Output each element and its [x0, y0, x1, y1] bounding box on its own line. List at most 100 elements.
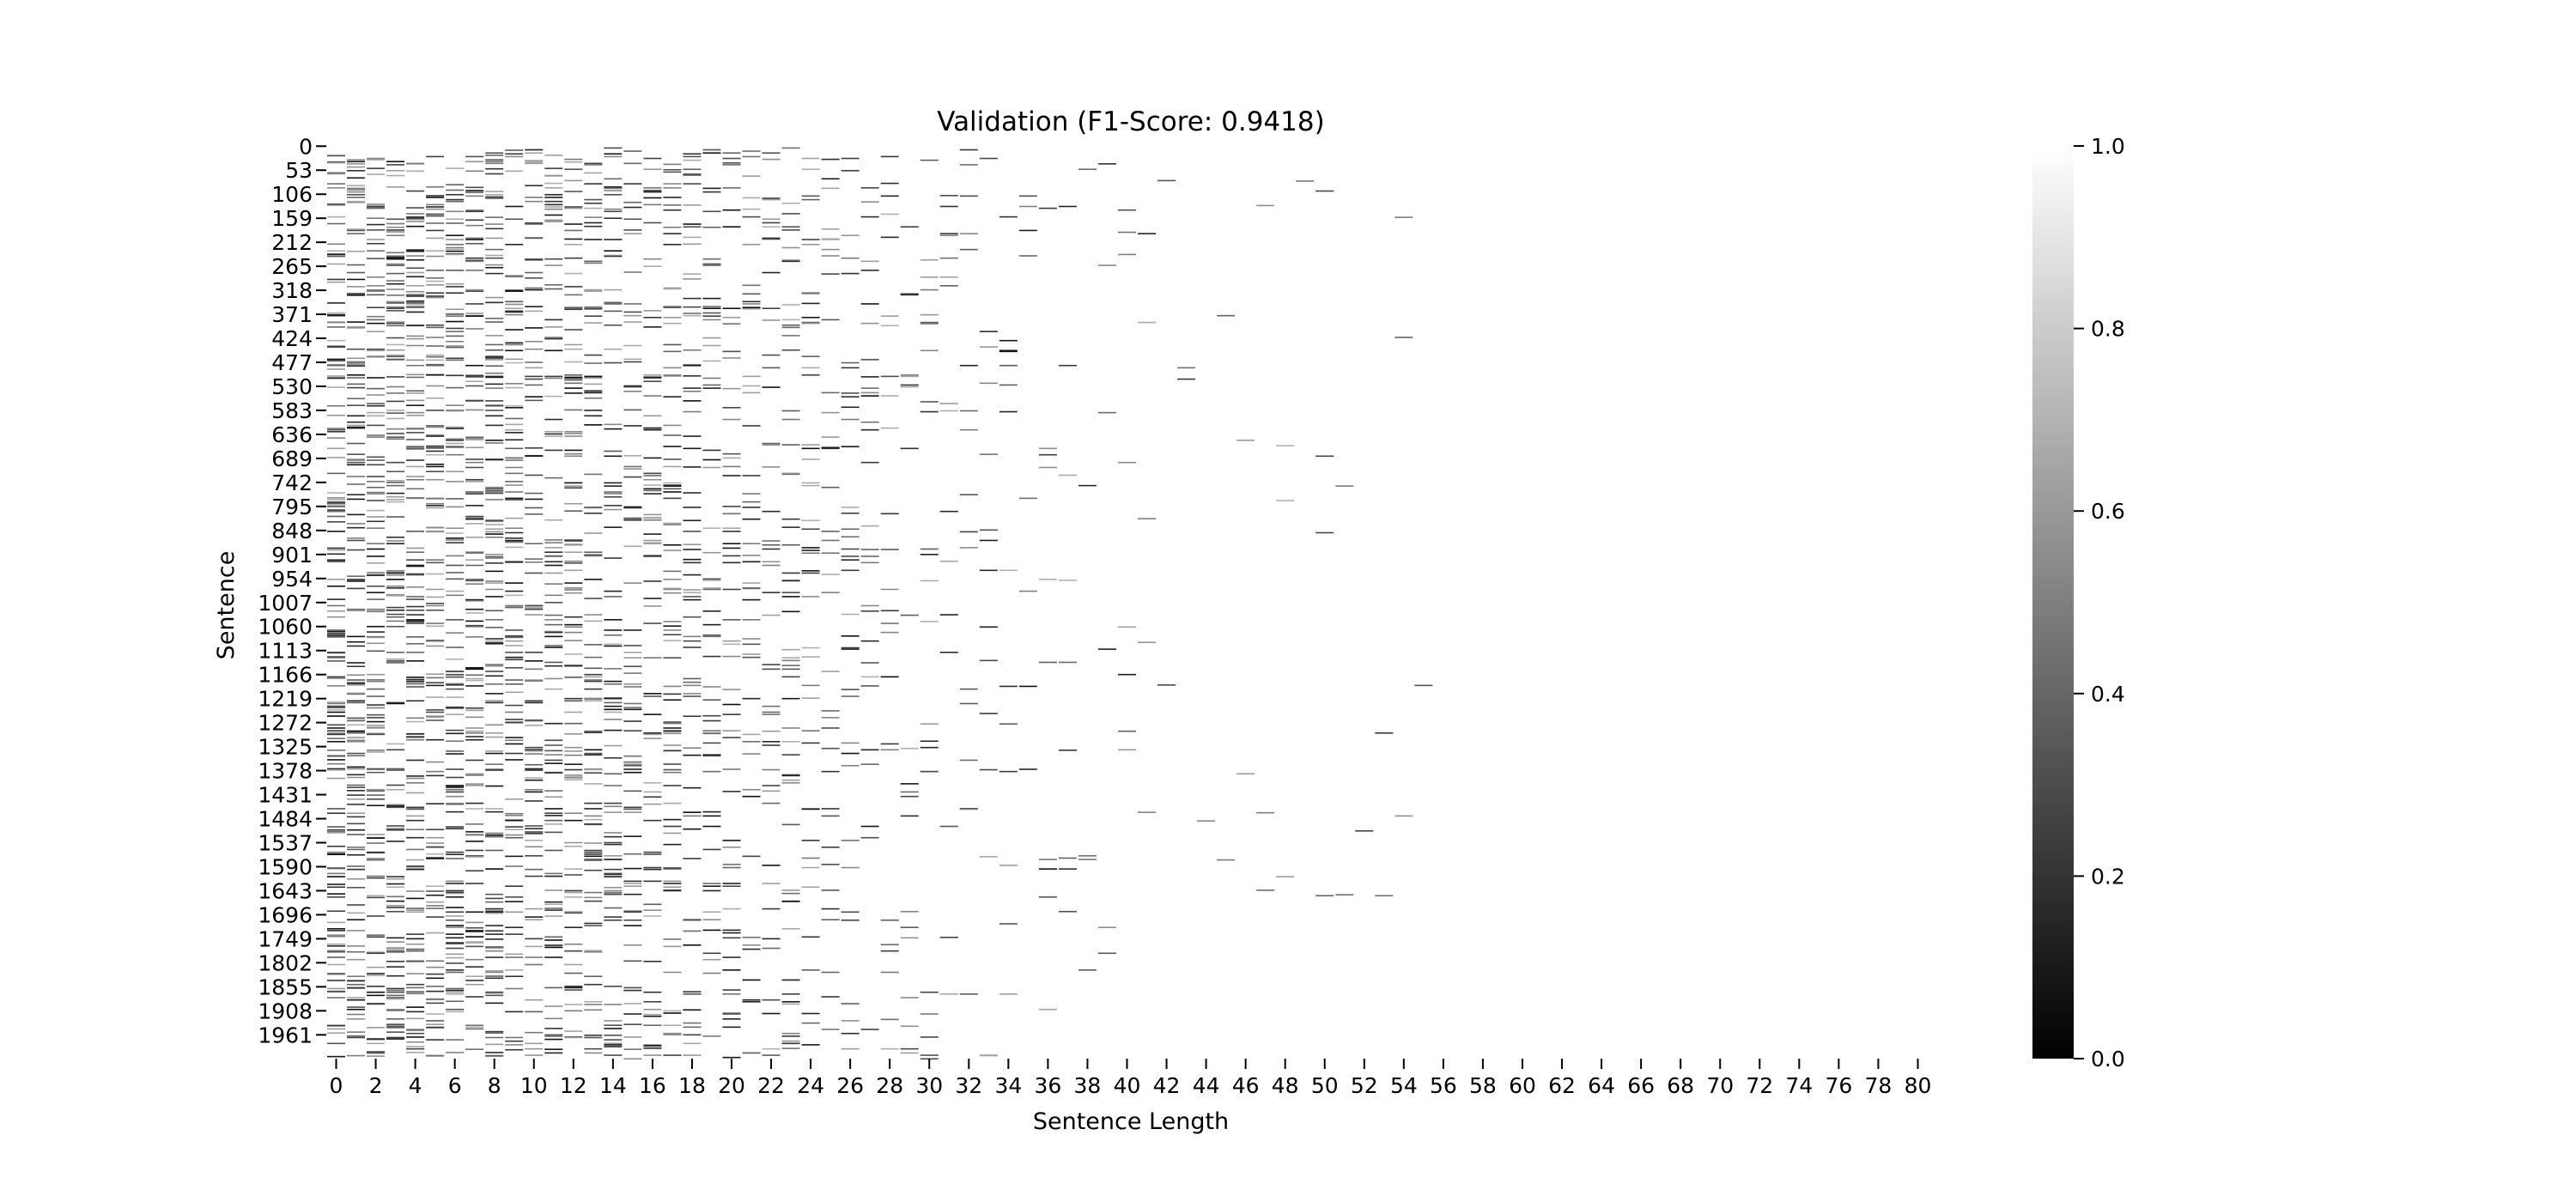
heatmap-cell — [386, 222, 405, 225]
heatmap-cell — [327, 927, 346, 930]
heatmap-cell — [327, 559, 346, 562]
heatmap-cell — [860, 555, 879, 557]
heatmap-cell — [564, 1004, 583, 1005]
heatmap-cell — [544, 915, 563, 917]
heatmap-cell — [604, 811, 623, 813]
heatmap-cell — [860, 201, 879, 203]
heatmap-cell — [485, 248, 504, 251]
heatmap-cell — [347, 424, 366, 427]
heatmap-cell — [564, 329, 583, 331]
heatmap-cell — [623, 835, 642, 837]
heatmap-cell — [367, 842, 386, 844]
heatmap-cell — [564, 868, 583, 870]
heatmap-cell — [386, 876, 405, 877]
heatmap-cell — [722, 475, 741, 477]
heatmap-cell — [564, 626, 583, 628]
heatmap-cell — [584, 202, 603, 204]
heatmap-cell — [604, 1046, 623, 1047]
heatmap-cell — [1058, 868, 1077, 870]
heatmap-cell — [386, 841, 405, 842]
heatmap-cell — [386, 354, 405, 356]
heatmap-cell — [939, 410, 958, 412]
heatmap-cell — [643, 1008, 662, 1011]
heatmap-cell — [900, 910, 919, 913]
heatmap-cell — [465, 551, 484, 553]
heatmap-cell — [643, 190, 662, 191]
heatmap-cell — [386, 1009, 405, 1011]
heatmap-cell — [327, 987, 346, 990]
heatmap-cell — [722, 527, 741, 530]
heatmap-cell — [663, 488, 682, 490]
heatmap-cell — [485, 643, 504, 645]
heatmap-cell — [525, 840, 544, 841]
heatmap-cell — [604, 668, 623, 670]
heatmap-cell — [327, 759, 346, 761]
heatmap-cell — [544, 875, 563, 877]
heatmap-cell — [327, 707, 346, 709]
heatmap-cell — [643, 478, 662, 481]
heatmap-cell — [485, 191, 504, 192]
heatmap-cell — [505, 457, 524, 459]
heatmap-cell — [327, 172, 346, 174]
heatmap-cell — [564, 582, 583, 584]
heatmap-cell — [801, 484, 820, 487]
x-tick-label: 66 — [1627, 1073, 1655, 1098]
heatmap-cell — [564, 986, 583, 987]
heatmap-cell — [406, 307, 425, 308]
heatmap-cell — [485, 536, 504, 538]
heatmap-cell — [604, 348, 623, 350]
heatmap-cell — [722, 418, 741, 421]
heatmap-cell — [446, 892, 465, 895]
heatmap-cell — [347, 177, 366, 179]
heatmap-cell — [525, 749, 544, 751]
heatmap-cell — [939, 937, 958, 938]
heatmap-cell — [386, 788, 405, 791]
heatmap-cell — [485, 162, 504, 165]
heatmap-cell — [564, 623, 583, 626]
heatmap-cell — [406, 933, 425, 935]
heatmap-cell — [722, 791, 741, 792]
heatmap-cell — [742, 643, 761, 646]
heatmap-cell — [683, 236, 702, 239]
heatmap-cell — [406, 622, 425, 624]
heatmap-cell — [406, 1011, 425, 1013]
heatmap-cell — [465, 679, 484, 682]
heatmap-cell — [525, 507, 544, 509]
heatmap-cell — [623, 1058, 642, 1060]
heatmap-cell — [1038, 661, 1057, 664]
heatmap-cell — [505, 149, 524, 151]
heatmap-cell — [347, 159, 366, 161]
y-tick-label: 1166 — [258, 663, 313, 688]
heatmap-cell — [544, 808, 563, 810]
heatmap-cell — [722, 555, 741, 557]
heatmap-cell — [525, 1047, 544, 1050]
heatmap-cell — [683, 363, 702, 366]
heatmap-cell — [999, 384, 1018, 386]
heatmap-cell — [327, 829, 346, 831]
x-tick-label: 2 — [369, 1073, 383, 1098]
heatmap-cell — [683, 574, 702, 576]
heatmap-cell — [604, 645, 623, 647]
heatmap-cell — [584, 900, 603, 902]
heatmap-cell — [821, 178, 840, 180]
heatmap-cell — [1138, 641, 1157, 644]
heatmap-cell — [1038, 579, 1057, 580]
heatmap-cell — [525, 828, 544, 829]
heatmap-cell — [367, 695, 386, 697]
heatmap-cell — [386, 625, 405, 628]
heatmap-cell — [564, 158, 583, 161]
heatmap-cell — [446, 527, 465, 530]
heatmap-cell — [347, 776, 366, 779]
heatmap-cell — [742, 543, 761, 544]
heatmap-cell — [347, 999, 366, 1001]
heatmap-cell — [367, 574, 386, 575]
heatmap-cell — [1117, 209, 1137, 211]
heatmap-cell — [544, 796, 563, 798]
heatmap-cell — [386, 337, 405, 339]
heatmap-cell — [683, 811, 702, 813]
heatmap-cell — [485, 671, 504, 672]
heatmap-cell — [683, 684, 702, 687]
heatmap-cell — [465, 674, 484, 677]
heatmap-cell — [564, 889, 583, 892]
heatmap-cell — [742, 385, 761, 387]
